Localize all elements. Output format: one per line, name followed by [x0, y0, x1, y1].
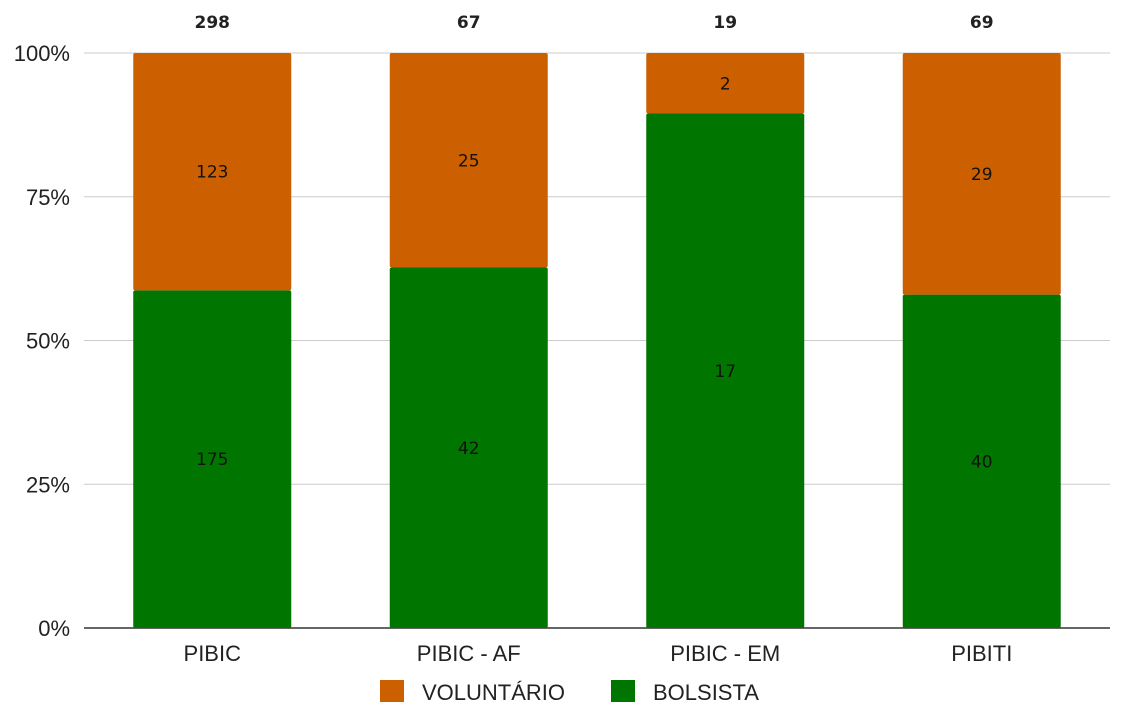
total-label: 69 [970, 13, 994, 33]
bar-segment-bolsista [902, 294, 1061, 628]
bar-segment-voluntario [389, 53, 548, 268]
legend-label: VOLUNTÁRIO [422, 680, 565, 705]
bars [133, 53, 1061, 629]
bar-segment-voluntario [902, 53, 1061, 295]
legend-swatch [380, 680, 404, 702]
y-tick-label: 100% [14, 41, 70, 66]
y-tick-label: 50% [26, 329, 70, 354]
x-tick-label: PIBIC [184, 641, 242, 666]
data-label-voluntario: 2 [720, 74, 731, 94]
legend-swatch [611, 680, 635, 702]
data-label-bolsista: 175 [196, 450, 228, 470]
data-label-voluntario: 29 [971, 165, 993, 185]
labels: 0% 25% 50% 75% 100% 175 123 298 PIBIC 42 25 67 PIBIC… [14, 13, 1013, 666]
total-label: 298 [195, 13, 231, 33]
data-label-bolsista: 17 [714, 362, 736, 382]
data-label-voluntario: 25 [458, 151, 480, 171]
data-label-bolsista: 42 [458, 439, 480, 459]
y-tick-label: 75% [26, 185, 70, 210]
total-label: 19 [713, 13, 737, 33]
bar-segment-voluntario [133, 53, 292, 291]
x-tick-label: PIBIC - EM [670, 641, 780, 666]
bar-segment-bolsista [389, 267, 548, 628]
x-tick-label: PIBITI [951, 641, 1012, 666]
total-label: 67 [457, 13, 481, 33]
data-label-voluntario: 123 [196, 163, 228, 183]
y-tick-label: 0% [38, 616, 70, 641]
legend: VOLUNTÁRIO BOLSISTA [380, 680, 759, 705]
data-label-bolsista: 40 [971, 452, 993, 472]
bar-segment-voluntario [646, 53, 805, 114]
bar-segment-bolsista [646, 113, 805, 629]
x-tick-label: PIBIC - AF [417, 641, 521, 666]
legend-label: BOLSISTA [653, 680, 759, 705]
bar-segment-bolsista [133, 290, 292, 628]
y-tick-label: 25% [26, 472, 70, 497]
